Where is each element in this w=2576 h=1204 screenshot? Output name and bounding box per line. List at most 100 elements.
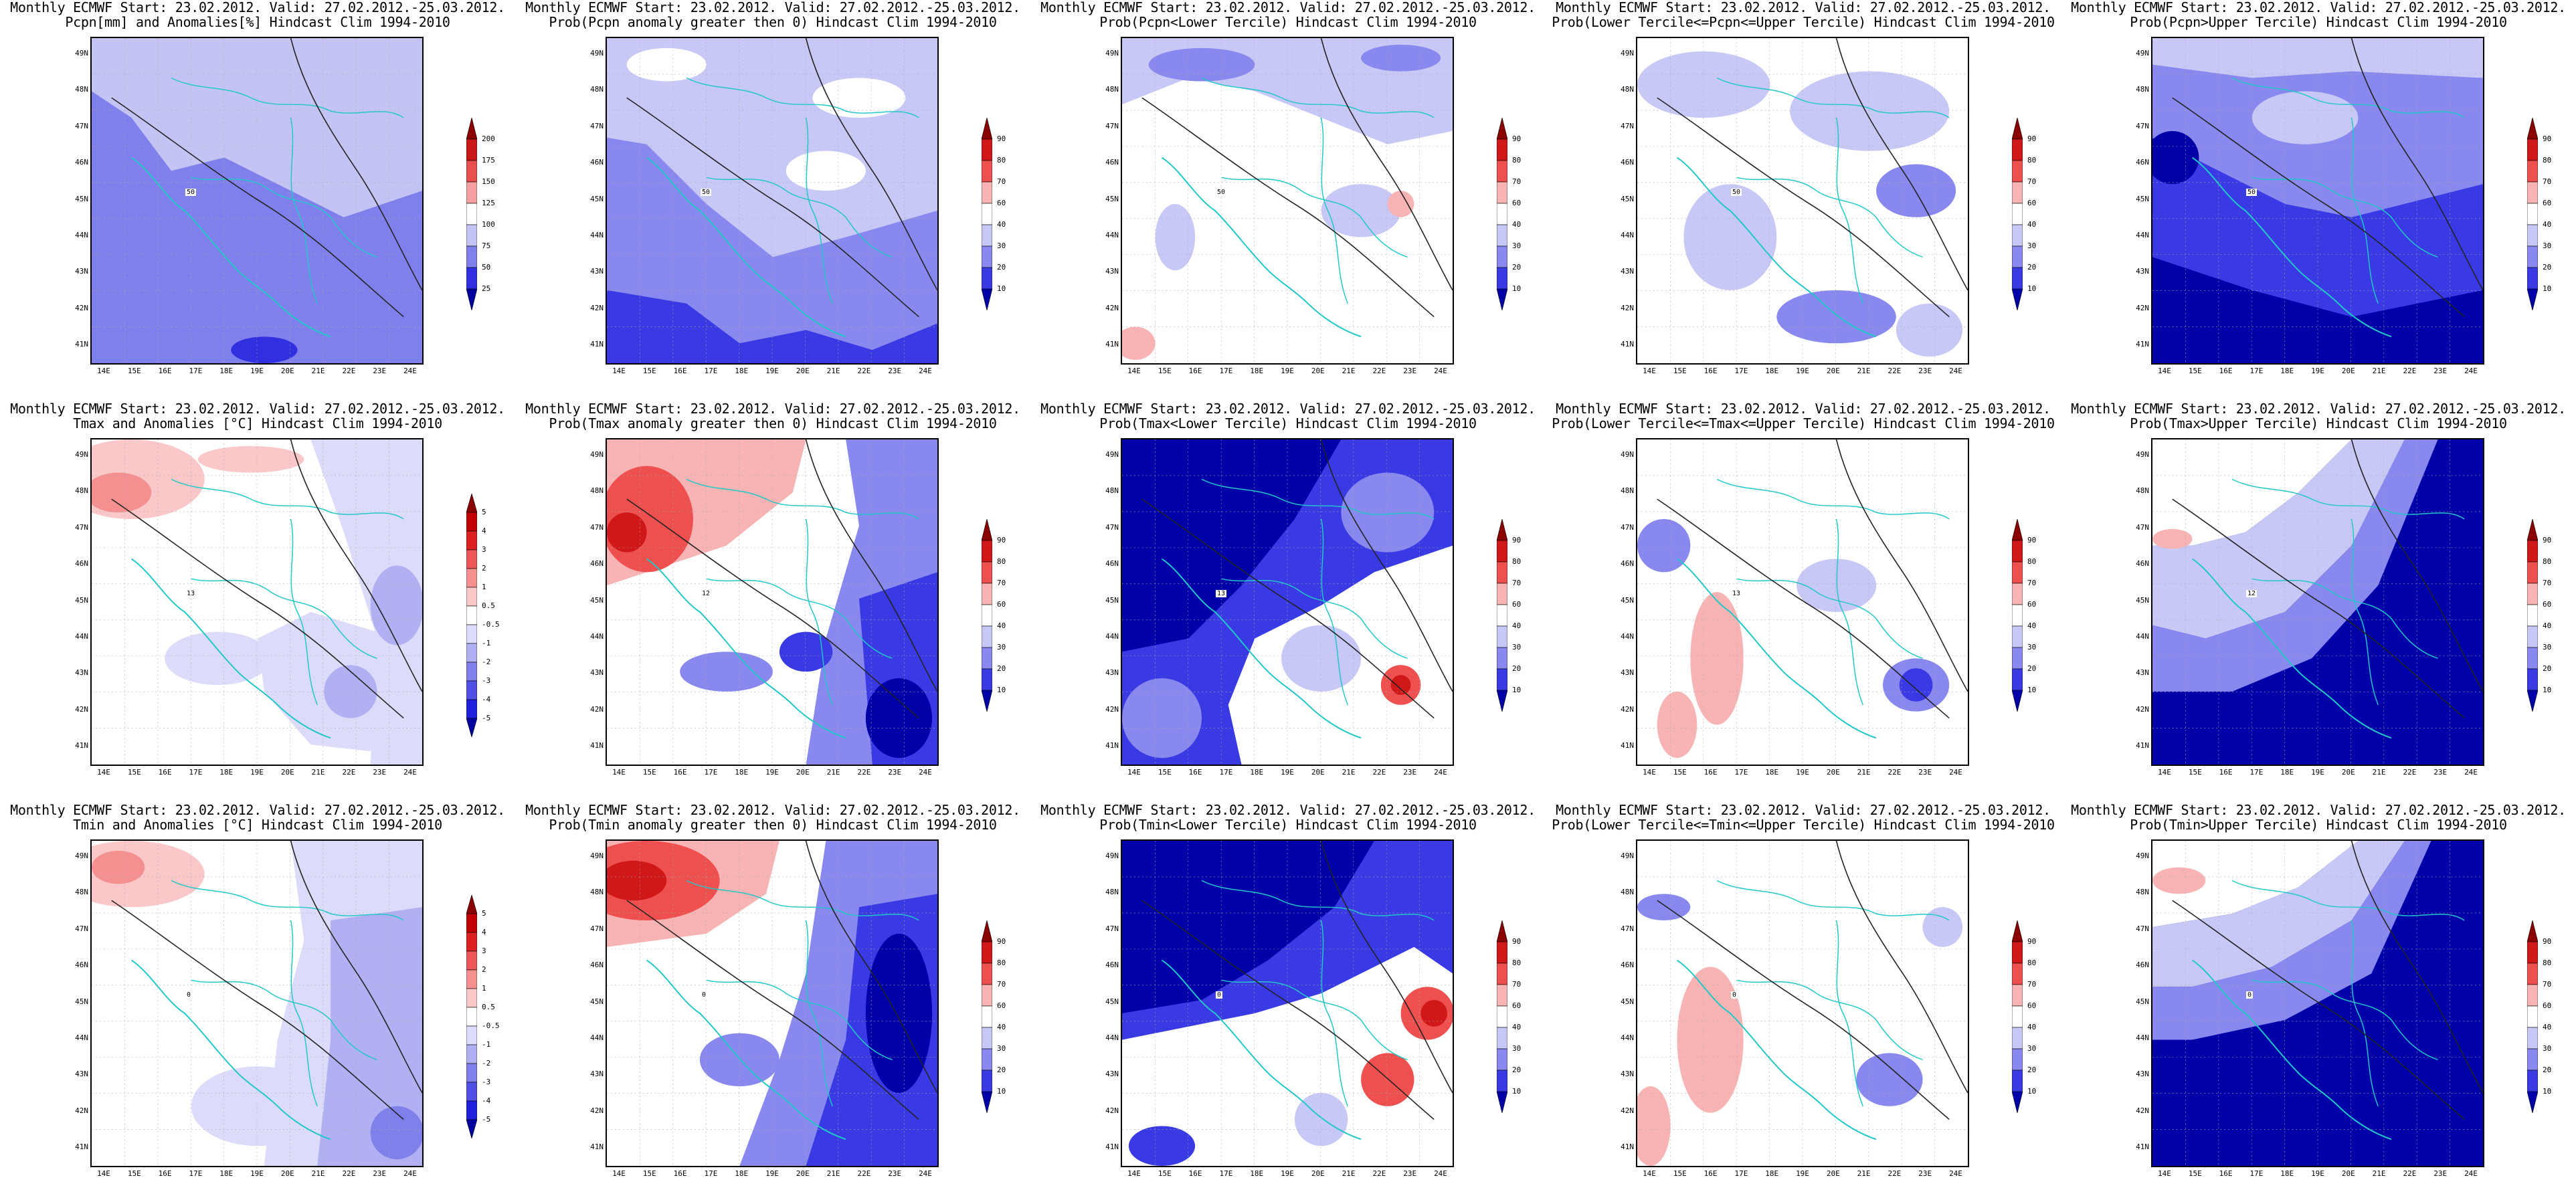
lon-label: 16E bbox=[673, 367, 687, 375]
colorbar-label: 25 bbox=[482, 284, 491, 293]
map-area: 50 bbox=[2151, 37, 2484, 365]
contour-label: 13 bbox=[1731, 590, 1742, 597]
lon-label: 20E bbox=[2341, 367, 2355, 375]
lon-label: 18E bbox=[1765, 768, 1779, 777]
map-area: 50 bbox=[1636, 37, 1969, 365]
lat-label: 41N bbox=[1621, 741, 1634, 750]
lon-label: 15E bbox=[642, 1169, 656, 1178]
lon-label: 14E bbox=[612, 367, 626, 375]
panel-title-line2: Prob(Tmin anomaly greater then 0) Hindca… bbox=[549, 817, 997, 833]
lon-label: 23E bbox=[1403, 768, 1417, 777]
contour-label: 50 bbox=[185, 189, 197, 196]
lon-label: 20E bbox=[796, 367, 810, 375]
lat-label: 48N bbox=[2136, 486, 2149, 496]
lat-label: 47N bbox=[590, 924, 604, 933]
lon-label: 19E bbox=[2311, 367, 2324, 375]
lon-label: 24E bbox=[919, 768, 932, 777]
lat-label: 44N bbox=[1621, 231, 1634, 239]
lon-label: 15E bbox=[1158, 1169, 1172, 1178]
colorbar-label: 20 bbox=[997, 263, 1006, 272]
colorbar bbox=[982, 920, 992, 1113]
panel-title-line1: Monthly ECMWF Start: 23.02.2012. Valid: … bbox=[1556, 0, 2051, 15]
map-panel: Monthly ECMWF Start: 23.02.2012. Valid: … bbox=[0, 401, 515, 803]
lon-label: 16E bbox=[2219, 768, 2233, 777]
field-shading bbox=[607, 38, 937, 363]
panel-title-line2: Prob(Tmax<Lower Tercile) Hindcast Clim 1… bbox=[1099, 415, 1477, 431]
lat-label: 48N bbox=[75, 888, 88, 897]
lat-label: 45N bbox=[1621, 997, 1634, 1006]
lon-label: 24E bbox=[919, 1169, 932, 1178]
lon-label: 15E bbox=[1158, 768, 1172, 777]
lon-label: 23E bbox=[373, 367, 387, 375]
colorbar-label: 0.5 bbox=[482, 601, 495, 610]
lon-label: 21E bbox=[826, 768, 840, 777]
lon-label: 18E bbox=[1250, 768, 1264, 777]
colorbar-label: 10 bbox=[1512, 284, 1522, 293]
colorbar-label: 80 bbox=[1512, 557, 1522, 566]
lon-label: 14E bbox=[2158, 1169, 2171, 1178]
colorbar bbox=[2012, 519, 2023, 712]
colorbar-label: 40 bbox=[1512, 220, 1522, 229]
colorbar-label: 20 bbox=[2543, 1066, 2552, 1074]
field-shading bbox=[1122, 38, 1453, 363]
lat-label: 48N bbox=[75, 486, 88, 496]
colorbar-label: 60 bbox=[997, 1001, 1006, 1010]
lon-label: 19E bbox=[250, 1169, 264, 1178]
lat-label: 44N bbox=[590, 632, 604, 641]
panel-title-line1: Monthly ECMWF Start: 23.02.2012. Valid: … bbox=[1556, 802, 2051, 818]
map-area: 0 bbox=[1121, 839, 1454, 1167]
lat-label: 48N bbox=[2136, 888, 2149, 897]
lon-label: 23E bbox=[888, 367, 902, 375]
lat-label: 41N bbox=[590, 741, 604, 750]
lon-label: 16E bbox=[673, 1169, 687, 1178]
colorbar-label: 70 bbox=[1512, 579, 1522, 587]
lon-label: 19E bbox=[2311, 768, 2324, 777]
lat-label: 41N bbox=[75, 741, 88, 750]
contour-label: 50 bbox=[1731, 189, 1742, 196]
lat-label: 45N bbox=[75, 997, 88, 1006]
lon-label: 15E bbox=[1673, 768, 1687, 777]
lat-label: 49N bbox=[2136, 851, 2149, 860]
panel-title-line2: Prob(Tmax anomaly greater then 0) Hindca… bbox=[549, 415, 997, 431]
colorbar-label: 20 bbox=[2027, 1066, 2037, 1074]
lon-label: 18E bbox=[219, 367, 234, 375]
lon-label: 23E bbox=[1918, 367, 1932, 375]
lon-label: 19E bbox=[765, 1169, 779, 1178]
lat-label: 44N bbox=[2136, 632, 2149, 641]
lat-label: 45N bbox=[590, 194, 604, 203]
lon-label: 22E bbox=[2403, 768, 2417, 777]
lat-label: 47N bbox=[75, 522, 88, 532]
colorbar-label: 60 bbox=[1512, 199, 1522, 207]
colorbar-label: -4 bbox=[482, 1096, 491, 1105]
colorbar bbox=[1497, 519, 1507, 712]
lat-label: 46N bbox=[590, 559, 604, 569]
lat-label: 44N bbox=[590, 1033, 604, 1042]
lat-label: 41N bbox=[2136, 1142, 2149, 1152]
lon-label: 14E bbox=[1127, 768, 1141, 777]
lat-label: 44N bbox=[75, 1033, 88, 1042]
lon-label: 22E bbox=[1888, 367, 1902, 375]
panel-title-line2: Tmin and Anomalies [°C] Hindcast Clim 19… bbox=[73, 817, 442, 833]
colorbar-label: 70 bbox=[997, 579, 1006, 587]
lat-label: 46N bbox=[75, 559, 88, 569]
lat-label: 41N bbox=[1105, 741, 1119, 750]
lon-label: 18E bbox=[1250, 1169, 1264, 1178]
lat-label: 48N bbox=[2136, 85, 2149, 94]
lat-label: 43N bbox=[1621, 668, 1634, 678]
lon-label: 21E bbox=[1342, 367, 1356, 375]
lat-label: 45N bbox=[1105, 997, 1119, 1006]
lat-label: 49N bbox=[1621, 851, 1634, 860]
lon-label: 22E bbox=[1888, 1169, 1902, 1178]
lat-label: 43N bbox=[2136, 668, 2149, 678]
lon-label: 15E bbox=[2188, 367, 2202, 375]
map-panel: Monthly ECMWF Start: 23.02.2012. Valid: … bbox=[2061, 0, 2576, 401]
colorbar-label: 10 bbox=[997, 686, 1006, 694]
field-shading bbox=[2152, 38, 2483, 363]
colorbar-label: 80 bbox=[2027, 156, 2037, 165]
lat-label: 43N bbox=[2136, 267, 2149, 276]
colorbar-label: 20 bbox=[1512, 664, 1522, 673]
colorbar-label: 10 bbox=[2027, 284, 2037, 293]
contour-label: 50 bbox=[2246, 189, 2258, 196]
lat-label: 49N bbox=[75, 450, 88, 459]
colorbar-label: 90 bbox=[2027, 937, 2037, 946]
